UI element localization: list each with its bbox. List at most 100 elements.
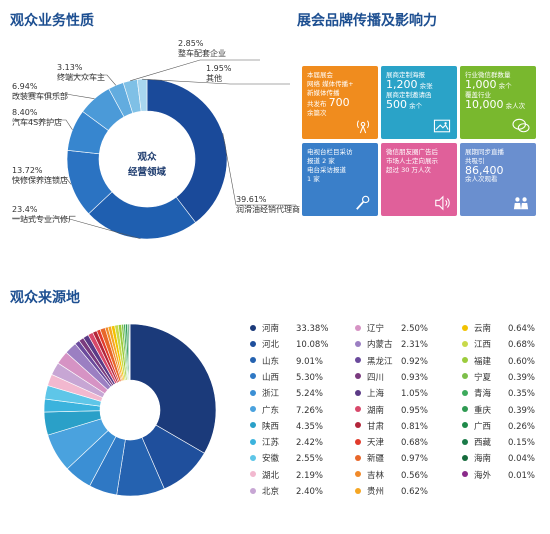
legend-item: 新疆 0.97% — [355, 452, 428, 466]
legend-value: 2.50% — [401, 324, 429, 334]
business-label-name: 润滑油经销代理商 — [236, 205, 300, 214]
legend-item: 陕西 4.35% — [250, 420, 323, 434]
legend-label: 安徽 — [262, 454, 280, 465]
legend-swatch — [250, 471, 256, 478]
legend-label: 河北 — [262, 340, 280, 351]
legend-swatch — [355, 324, 361, 331]
legend-value: 0.56% — [401, 470, 429, 481]
legend-swatch — [462, 422, 468, 429]
legend-value: 7.26% — [296, 405, 324, 416]
legend-label: 湖北 — [262, 470, 280, 481]
legend-swatch — [462, 438, 468, 445]
business-label-name: 快修保养连锁店 — [12, 176, 68, 185]
legend-swatch — [250, 454, 256, 461]
legend-label: 山东 — [262, 356, 280, 367]
legend-item: 山西 5.30% — [250, 371, 323, 385]
speaker-icon — [433, 195, 451, 211]
legend-item: 吉林 0.56% — [355, 469, 428, 483]
legend-item: 重庆 0.39% — [462, 404, 535, 418]
brand-promotion-title: 展会品牌传播及影响力 — [297, 13, 437, 29]
donut-center-line-2: 经营领域 — [127, 167, 166, 178]
business-label-name: 汽车4S养护店 — [12, 118, 63, 127]
tile-text: 10,000 余人次 — [465, 99, 531, 111]
tile-text: 电视台栏目采访 — [307, 148, 353, 156]
legend-value: 9.01% — [296, 356, 324, 367]
legend-swatch — [250, 340, 256, 347]
legend-value: 4.35% — [296, 421, 324, 432]
legend-item: 江西 0.68% — [462, 338, 535, 352]
legend-label: 新疆 — [367, 454, 385, 465]
business-slice-0 — [146, 78, 228, 223]
leader-line-3 — [12, 119, 73, 131]
broadcast-icon — [354, 118, 372, 134]
legend-value: 0.60% — [508, 356, 536, 367]
tile-text-part: 共发布 — [307, 100, 327, 108]
legend-label: 重庆 — [474, 405, 492, 416]
leader-line-7 — [142, 78, 290, 85]
legend-item: 北京 2.40% — [250, 485, 323, 499]
business-label-3: 8.40% 汽车4S养护店 — [12, 108, 62, 128]
business-label-6: 2.85% 整车配套企业 — [178, 39, 226, 59]
legend-swatch — [462, 357, 468, 364]
legend-label: 云南 — [474, 324, 492, 334]
legend-value: 33.38% — [296, 324, 329, 334]
tile-text: 覆盖行业 — [465, 91, 491, 99]
business-label-value: 2.85% — [178, 39, 204, 48]
legend-label: 吉林 — [367, 470, 385, 481]
leader-line-6 — [130, 59, 260, 82]
legend-item: 甘肃 0.81% — [355, 420, 428, 434]
business-slice-7 — [136, 78, 148, 112]
legend-item: 天津 0.68% — [355, 436, 428, 450]
leader-line-4 — [12, 93, 95, 99]
business-label-7: 1.95% 其他 — [206, 64, 231, 84]
legend-label: 四川 — [367, 372, 385, 383]
legend-item: 云南 0.64% — [462, 322, 535, 336]
legend-item: 湖北 2.19% — [250, 469, 323, 483]
tile-text: 微信朋友圈广告后 — [386, 148, 438, 156]
legend-value: 0.15% — [508, 438, 536, 449]
legend-swatch — [250, 357, 256, 364]
legend-item: 四川 0.93% — [355, 371, 428, 385]
legend-value: 0.39% — [508, 372, 536, 383]
donut-center-label: 观众 经营领域 — [116, 150, 178, 180]
tile-text-part: 1,200 — [386, 78, 418, 91]
leader-line-2 — [12, 177, 72, 185]
legend-swatch — [355, 340, 361, 347]
tile-text-part: 700 — [328, 96, 350, 109]
legend-item: 江苏 2.42% — [250, 436, 323, 450]
legend-swatch — [250, 389, 256, 396]
legend-label: 广东 — [262, 405, 280, 416]
legend-label: 陕西 — [262, 421, 280, 432]
legend-label: 海南 — [474, 454, 492, 465]
tile-text: 行业微信群数量 — [465, 71, 511, 79]
audience-source-title: 观众来源地 — [10, 290, 80, 306]
tile-text: 共发布 700 — [307, 96, 373, 109]
business-label-0: 39.61% 润滑油经销代理商 — [236, 195, 300, 215]
business-label-value: 1.95% — [206, 64, 232, 73]
image-icon — [433, 118, 451, 134]
legend-value: 2.55% — [296, 454, 324, 465]
legend-item: 安徽 2.55% — [250, 452, 323, 466]
legend-label: 浙江 — [262, 389, 280, 400]
business-label-value: 39.61% — [236, 195, 267, 204]
legend-label: 甘肃 — [367, 421, 385, 432]
promotion-tile-0: 本届展会 网络 媒体传播+ 新媒体传播 共发布 700 余篇次 — [302, 66, 378, 139]
business-label-value: 6.94% — [12, 82, 38, 91]
legend-value: 0.68% — [401, 438, 429, 449]
legend-value: 10.08% — [296, 340, 329, 351]
tile-text: 展商定制海报 — [386, 71, 425, 79]
leader-line-1 — [12, 217, 141, 240]
business-label-name: 整车配套企业 — [178, 49, 226, 58]
tile-text: 电台采访报道 — [307, 166, 346, 174]
legend-item: 上海 1.05% — [355, 387, 428, 401]
legend-item: 湖南 0.95% — [355, 404, 428, 418]
tile-text: 报道 2 家 — [307, 157, 335, 165]
legend-item: 青海 0.35% — [462, 387, 535, 401]
legend-swatch — [355, 389, 361, 396]
legend-swatch — [462, 406, 468, 412]
legend-item: 广东 7.26% — [250, 404, 323, 418]
legend-item: 河南 33.38% — [250, 322, 328, 336]
legend-swatch — [355, 471, 361, 478]
legend-item: 福建 0.60% — [462, 355, 535, 369]
legend-value: 0.01% — [508, 470, 536, 481]
